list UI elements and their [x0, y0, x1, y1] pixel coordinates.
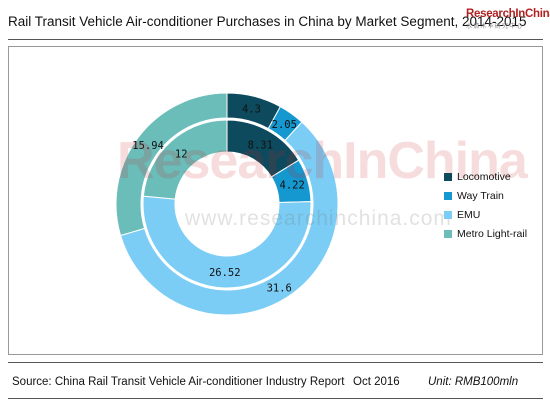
- legend-swatch: [444, 172, 452, 181]
- header-divider: [8, 39, 543, 40]
- legend-label: Locomotive: [457, 170, 511, 183]
- source-note: Source: China Rail Transit Vehicle Air-c…: [12, 376, 345, 388]
- legend-label: Way Train: [457, 189, 504, 202]
- data-label-ring1-emu: 31.6: [267, 283, 292, 295]
- donut-chart: 4.3 2.05 31.6 15.94 8.31 4.22 26.52 12: [115, 92, 339, 316]
- data-label-ring1-way-train: 2.05: [272, 119, 297, 131]
- slice-ring1-emu: [119, 121, 339, 316]
- data-label-ring2-metro-light-rail: 12: [175, 149, 188, 161]
- legend-swatch: [444, 210, 452, 219]
- legend-swatch: [444, 229, 452, 238]
- legend-item-metro-light-rail: Metro Light-rail: [444, 224, 527, 243]
- data-label-ring2-locomotive: 8.31: [248, 140, 273, 152]
- footer-divider-top: [8, 362, 543, 363]
- legend-label: EMU: [457, 208, 481, 221]
- slice-ring1-metro-light-rail: [115, 92, 228, 237]
- chart-legend: Locomotive Way Train EMU Metro Light-rai…: [444, 167, 527, 243]
- data-label-ring2-way-train: 4.22: [280, 180, 305, 192]
- logo-text: ResearchInChina: [466, 8, 550, 20]
- logo-subtext: 水清木华研究中心: [466, 23, 524, 30]
- data-label-ring2-emu: 26.52: [209, 267, 241, 279]
- footer-divider-bottom: [8, 398, 543, 399]
- legend-item-way-train: Way Train: [444, 186, 527, 205]
- report-date: Oct 2016: [353, 376, 400, 388]
- legend-label: Metro Light-rail: [457, 227, 528, 240]
- legend-item-locomotive: Locomotive: [444, 167, 527, 186]
- data-label-ring1-metro-light-rail: 15.94: [132, 140, 164, 152]
- unit-note: Unit: RMB100mln: [428, 376, 519, 388]
- legend-item-emu: EMU: [444, 205, 527, 224]
- chart-title: Rail Transit Vehicle Air-conditioner Pur…: [8, 14, 527, 29]
- researchinchina-logo: ResearchInChina 水清木华研究中心: [466, 8, 550, 42]
- data-label-ring1-locomotive: 4.3: [242, 104, 261, 116]
- slice-ring2-emu: [142, 195, 312, 289]
- legend-swatch: [444, 191, 452, 200]
- slice-ring2-metro-light-rail: [142, 119, 228, 200]
